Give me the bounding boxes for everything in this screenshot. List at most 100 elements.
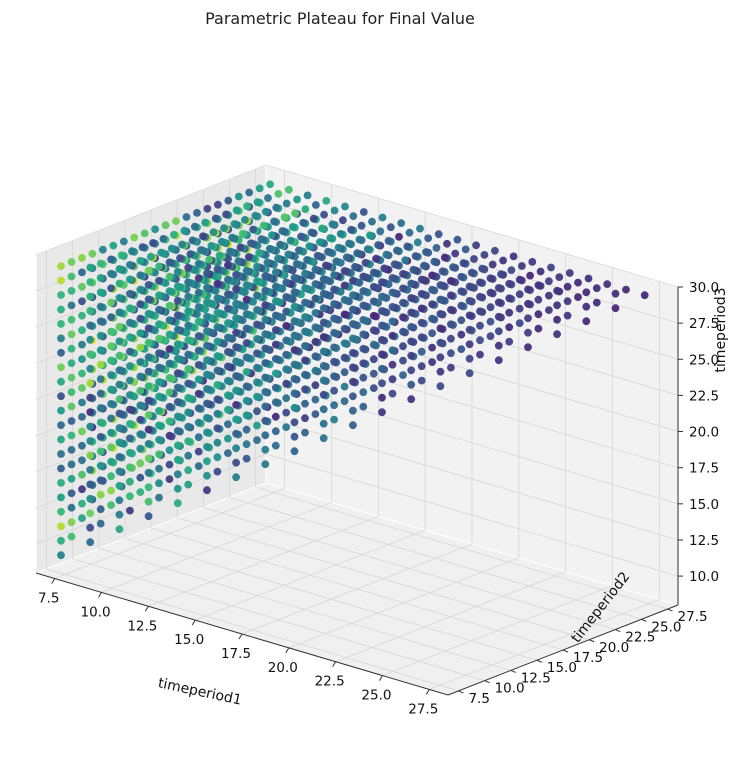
data-point: [290, 317, 299, 325]
data-point: [115, 496, 124, 505]
data-point: [457, 301, 466, 310]
data-point: [136, 387, 145, 395]
data-point: [165, 431, 174, 440]
data-point: [453, 235, 462, 244]
x-gridline: [429, 281, 660, 690]
data-point: [301, 298, 309, 307]
data-point: [311, 381, 320, 390]
data-point: [563, 297, 572, 306]
data-point: [311, 323, 320, 332]
data-point: [184, 466, 193, 475]
data-point: [67, 287, 76, 295]
data-point: [347, 225, 355, 234]
data-point: [284, 250, 293, 259]
data-point: [57, 406, 65, 415]
data-point: [232, 314, 241, 323]
data-point: [224, 376, 232, 385]
data-point: [213, 352, 222, 360]
data-point: [505, 294, 514, 303]
data-point: [96, 331, 105, 340]
data-point: [125, 463, 134, 472]
data-point: [151, 225, 160, 234]
data-point: [224, 434, 232, 443]
y-gridline: [46, 250, 459, 692]
data-point: [447, 277, 455, 285]
data-point: [340, 281, 349, 290]
data-point: [293, 195, 301, 204]
data-point: [203, 327, 211, 336]
data-point: [173, 470, 182, 479]
z-axis-label: timeperiod3: [713, 287, 729, 372]
data-point: [334, 243, 343, 252]
data-point: [434, 230, 443, 239]
data-point: [399, 342, 407, 351]
data-point: [125, 448, 134, 457]
data-point: [359, 388, 368, 397]
data-point: [407, 380, 416, 389]
data-point: [125, 275, 134, 284]
data-point: [194, 404, 203, 413]
data-point: [159, 235, 168, 243]
data-point: [276, 240, 284, 249]
data-point: [547, 263, 555, 272]
data-point: [78, 268, 86, 277]
data-point: [378, 364, 386, 373]
data-point: [144, 483, 153, 492]
data-point: [136, 401, 145, 410]
data-point: [322, 261, 330, 270]
data-point: [172, 217, 180, 226]
data-point: [125, 405, 134, 414]
data-point: [285, 185, 293, 194]
data-point: [67, 503, 76, 512]
data-point: [330, 372, 338, 381]
data-point: [213, 308, 222, 317]
x-gridline: [382, 267, 613, 676]
data-point: [457, 272, 466, 281]
data-point: [57, 262, 65, 270]
data-point: [420, 261, 428, 270]
data-point: [222, 210, 231, 219]
data-point: [173, 369, 182, 377]
data-point: [319, 318, 328, 327]
data-point: [67, 272, 76, 281]
data-point: [67, 258, 76, 266]
data-point: [115, 337, 124, 346]
data-point: [494, 284, 503, 292]
data-point: [457, 287, 466, 296]
y-tick-mark: [484, 680, 490, 684]
data-point: [524, 328, 532, 337]
data-point: [155, 464, 163, 473]
data-point: [301, 370, 309, 379]
data-point: [499, 256, 507, 265]
data-point: [253, 291, 261, 300]
z-tick-label: 15.0: [689, 497, 719, 513]
data-point: [136, 372, 145, 381]
data-point: [505, 337, 514, 346]
data-point: [165, 388, 174, 397]
data-point: [203, 385, 211, 393]
data-point: [136, 459, 145, 468]
data-point: [497, 270, 505, 279]
data-point: [417, 275, 426, 284]
data-point: [301, 399, 309, 408]
data-point: [78, 311, 86, 320]
data-point: [232, 415, 241, 424]
data-point: [282, 365, 291, 374]
data-point: [486, 288, 495, 297]
data-point: [224, 261, 232, 270]
data-point: [378, 278, 386, 286]
data-point: [261, 286, 270, 295]
data-point: [515, 290, 524, 299]
data-point: [67, 359, 76, 368]
data-point: [173, 325, 182, 334]
data-point: [494, 341, 503, 350]
data-point: [359, 301, 368, 310]
data-point: [480, 251, 489, 259]
data-point: [155, 421, 163, 430]
data-point: [261, 388, 270, 396]
data-point: [144, 468, 153, 477]
data-point: [330, 329, 338, 337]
data-point: [359, 402, 368, 411]
data-point: [107, 400, 115, 408]
data-point: [291, 209, 299, 218]
